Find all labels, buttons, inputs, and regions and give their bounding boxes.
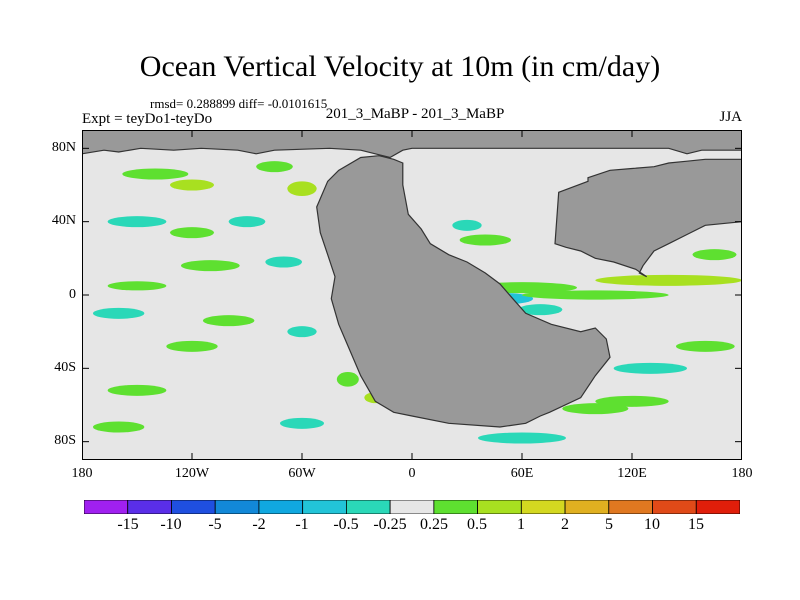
colorbar-label: 15 — [688, 516, 704, 533]
colorbar-swatch — [652, 500, 697, 514]
y-tick-label: 40N — [51, 213, 76, 228]
field-anomaly — [522, 290, 669, 300]
field-anomaly — [676, 340, 735, 352]
colorbar-swatch — [214, 500, 260, 514]
field-anomaly — [518, 304, 563, 316]
colorbar-swatch — [84, 500, 129, 514]
chart-title: Ocean Vertical Velocity at 10m (in cm/da… — [139, 50, 661, 83]
field-anomaly — [107, 281, 167, 291]
colorbar-swatch — [520, 500, 566, 514]
field-anomaly — [166, 340, 218, 352]
x-tick-label: 180 — [71, 466, 93, 481]
field-anomaly — [107, 384, 167, 396]
field-anomaly — [595, 395, 669, 407]
field-anomaly — [93, 307, 145, 319]
field-anomaly — [646, 307, 728, 319]
experiment-label: Expt = teyDo1-teyDo — [82, 111, 213, 127]
northeast-land — [554, 158, 742, 278]
colorbar-label: 10 — [644, 516, 660, 533]
colorbar-label: -0.5 — [333, 516, 359, 533]
colorbar-swatch — [433, 500, 478, 514]
colorbar-swatch — [695, 500, 740, 514]
x-tick-label: 180 — [731, 466, 753, 481]
colorbar — [84, 500, 740, 514]
field-anomaly — [170, 179, 214, 191]
colorbar-label: 5 — [605, 516, 613, 533]
field-anomaly — [195, 399, 262, 411]
colorbar-swatch — [345, 500, 391, 514]
field-anomaly — [203, 315, 255, 327]
colorbar-label: -1 — [295, 516, 309, 533]
field-anomaly — [452, 219, 482, 231]
field-anomaly — [173, 290, 247, 300]
x-tick-label: 120E — [617, 466, 647, 481]
field-anomaly — [613, 362, 687, 374]
field-anomaly — [256, 161, 293, 173]
field-anomaly — [212, 168, 264, 180]
colorbar-swatch — [477, 500, 522, 514]
field-anomaly — [83, 174, 136, 189]
colorbar-label: 1 — [517, 516, 525, 533]
y-tick-label: 40S — [54, 360, 76, 375]
colorbar-swatch — [127, 500, 172, 514]
colorbar-swatch — [389, 500, 435, 514]
y-tick-label: 0 — [69, 287, 76, 302]
field-anomaly — [107, 216, 167, 228]
x-tick-label: 60W — [288, 466, 316, 481]
field-anomaly — [181, 260, 240, 272]
field-anomaly — [478, 432, 566, 444]
central-continent — [316, 155, 611, 428]
y-tick-label: 80N — [51, 140, 76, 155]
x-tick-label: 120W — [174, 466, 210, 481]
field-anomaly — [595, 274, 742, 286]
x-tick-label: 60E — [510, 466, 534, 481]
field-anomaly — [280, 417, 324, 429]
x-tick-label: 0 — [408, 466, 416, 481]
field-anomaly — [650, 417, 724, 429]
colorbar-label: -5 — [208, 516, 222, 533]
colorbar-label: 2 — [561, 516, 569, 533]
colorbar-swatch — [171, 500, 216, 514]
colorbar-label: 0.25 — [420, 516, 448, 533]
run-comparison-label: 201_3_MaBP - 201_3_MaBP — [325, 106, 505, 122]
field-anomaly — [459, 234, 512, 246]
season-label: JJA — [719, 109, 742, 125]
colorbar-label: -10 — [160, 516, 182, 533]
field-anomaly — [265, 256, 302, 268]
colorbar-label: -0.25 — [373, 516, 407, 533]
field-anomaly — [93, 421, 145, 433]
field-anomaly — [85, 252, 152, 264]
colorbar-swatch — [564, 500, 610, 514]
colorbar-label: 0.5 — [467, 516, 487, 533]
field-anomaly — [122, 168, 189, 180]
north-polar-land — [82, 130, 742, 159]
field-anomaly — [562, 403, 629, 415]
field-anomaly — [243, 362, 288, 374]
colorbar-swatch — [608, 500, 653, 514]
map-plot — [82, 130, 742, 460]
stats-label: rmsd= 0.288899 diff= -0.0101615 — [150, 96, 328, 111]
field-anomaly — [170, 227, 214, 239]
field-anomaly — [228, 216, 266, 228]
field-anomaly — [287, 181, 317, 196]
colorbar-label: -2 — [252, 516, 266, 533]
colorbar-swatch — [258, 500, 304, 514]
field-anomaly — [692, 249, 737, 261]
field-anomaly — [336, 372, 359, 387]
colorbar-swatch — [302, 500, 347, 514]
colorbar-label: -15 — [117, 516, 139, 533]
field-anomaly — [287, 326, 317, 338]
y-tick-label: 80S — [54, 433, 76, 448]
